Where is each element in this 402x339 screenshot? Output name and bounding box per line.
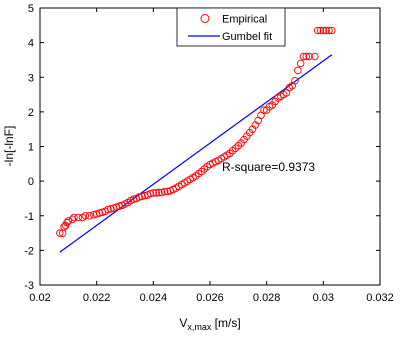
x-tick-label: 0.03 xyxy=(313,292,334,304)
empirical-point xyxy=(107,205,115,213)
y-tick-label: -1 xyxy=(24,211,34,223)
legend-marker-empirical xyxy=(200,14,210,23)
y-tick-label: -2 xyxy=(24,245,34,257)
empirical-point xyxy=(64,217,73,225)
empirical-point xyxy=(328,26,336,35)
x-tick-label: 0.028 xyxy=(253,292,281,304)
y-tick-label: 5 xyxy=(28,3,34,15)
empirical-point xyxy=(155,188,163,197)
x-axis-label-main: V xyxy=(179,316,187,330)
axis-ticks: 0.02 0.022 0.024 0.026 0.028 0.03 0.032 -3 -2 -1 0… xyxy=(24,3,394,304)
x-tick-label: 0.026 xyxy=(196,292,224,304)
empirical-point xyxy=(95,209,104,217)
x-tick-label: 0.032 xyxy=(366,292,394,304)
empirical-point xyxy=(296,59,305,68)
empirical-point xyxy=(302,52,311,61)
legend-label-empirical: Empirical xyxy=(222,14,267,26)
empirical-point xyxy=(260,106,268,114)
y-tick-label: 0 xyxy=(28,176,34,188)
empirical-point xyxy=(160,187,169,196)
plot-area xyxy=(39,7,381,286)
empirical-point xyxy=(325,26,333,35)
y-tick-label: -3 xyxy=(24,280,34,292)
y-axis-label: -ln[-lnF] xyxy=(2,126,16,167)
legend-label-gumbel: Gumbel fit xyxy=(222,31,272,43)
empirical-point xyxy=(135,193,143,201)
empirical-point xyxy=(138,192,146,201)
empirical-point xyxy=(104,205,112,214)
empirical-point xyxy=(313,26,322,35)
empirical-point xyxy=(291,76,299,85)
empirical-point xyxy=(56,229,64,237)
x-axis-label: Vx,max [m/s] xyxy=(179,316,240,332)
y-tick-label: 4 xyxy=(28,38,34,50)
empirical-point xyxy=(319,26,328,35)
empirical-point xyxy=(294,66,302,75)
series-layer xyxy=(56,26,336,253)
x-axis-label-unit: [m/s] xyxy=(211,316,240,330)
r-square-annotation: R-square=0.9373 xyxy=(222,160,315,174)
legend: Empirical Gumbel fit xyxy=(176,7,286,47)
empirical-point xyxy=(146,189,155,198)
empirical-point xyxy=(68,215,77,223)
gumbel-fit-line xyxy=(59,54,333,253)
x-axis-label-subscript: x,max xyxy=(187,322,212,332)
x-tick-label: 0.02 xyxy=(29,292,50,304)
empirical-point xyxy=(63,218,71,227)
empirical-point xyxy=(81,211,90,220)
legend-box xyxy=(176,7,286,47)
empirical-point xyxy=(152,189,160,197)
empirical-point xyxy=(305,52,313,61)
empirical-point xyxy=(322,26,330,35)
y-tick-label: 1 xyxy=(28,142,34,154)
x-tick-label: 0.022 xyxy=(83,292,111,304)
empirical-point xyxy=(149,189,158,197)
y-tick-label: 3 xyxy=(28,72,34,84)
empirical-point xyxy=(90,210,98,219)
empirical-point xyxy=(316,26,325,35)
empirical-point xyxy=(85,211,94,220)
empirical-point xyxy=(299,52,308,61)
empirical-point xyxy=(74,213,82,222)
empirical-point xyxy=(311,52,319,61)
empirical-point xyxy=(70,213,78,222)
x-tick-label: 0.024 xyxy=(140,292,168,304)
y-tick-label: 2 xyxy=(28,107,34,119)
